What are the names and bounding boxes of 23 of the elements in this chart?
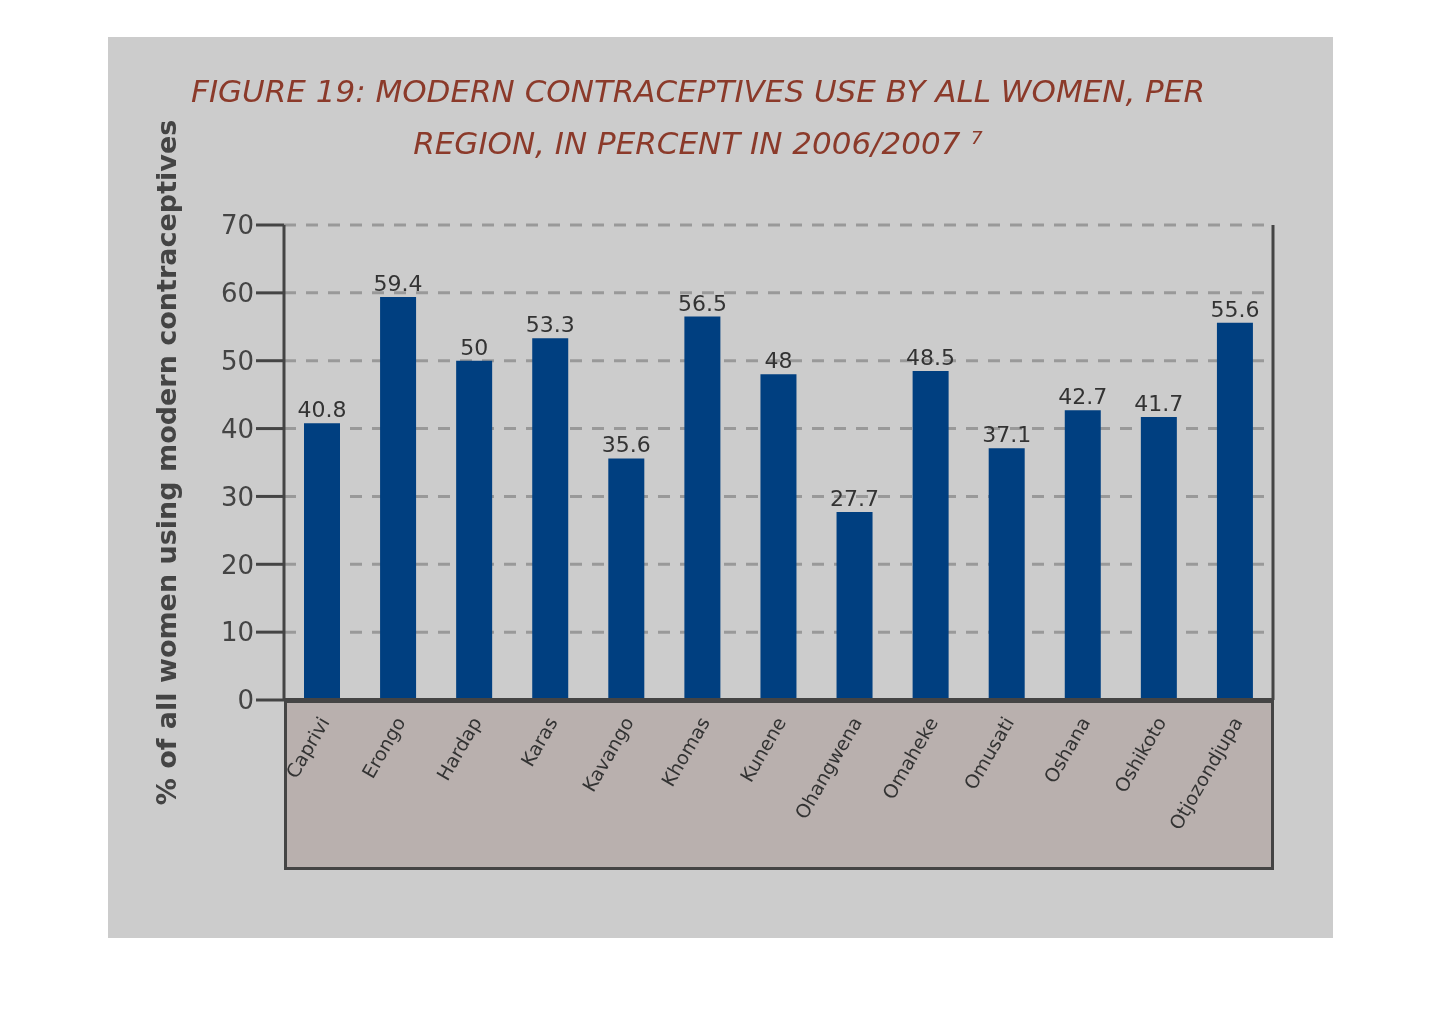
data-label: 55.6 [1210,296,1260,322]
data-label: 56.5 [677,290,727,316]
y-tick-label: 0 [237,685,254,716]
y-tick-label: 20 [220,549,254,580]
y-tick-label: 70 [220,210,254,241]
data-label: 59.4 [373,270,423,296]
data-label: 37.1 [982,422,1032,448]
data-label: 50 [460,334,489,360]
y-tick-label: 30 [220,481,254,512]
y-axis-title: % of all women using modern contraceptives [150,119,182,806]
y-tick-label: 60 [220,278,254,309]
y-tick-label: 50 [220,345,254,376]
data-label: 53.3 [525,312,575,338]
data-label: 41.7 [1134,391,1184,417]
data-label: 35.6 [601,432,651,458]
data-label: 40.8 [297,397,347,423]
data-label: 27.7 [830,486,880,512]
data-label: 48.5 [906,344,956,370]
y-tick-label: 40 [220,413,254,444]
chart-title: FIGURE 19: MODERN CONTRACEPTIVES USE BY ALL WOMEN, PER REGION, IN PERCENT IN 2006/2007 ⁷ [191,73,1205,161]
data-label: 42.7 [1058,384,1108,410]
data-label: 48 [764,348,793,374]
y-tick-label: 10 [220,617,254,648]
